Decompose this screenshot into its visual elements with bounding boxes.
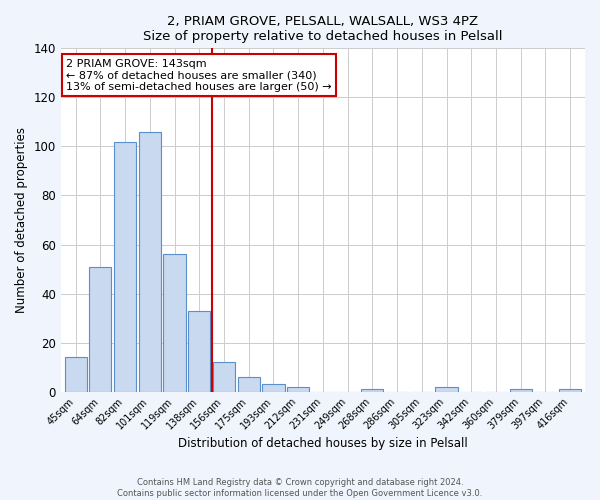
X-axis label: Distribution of detached houses by size in Pelsall: Distribution of detached houses by size …: [178, 437, 468, 450]
Bar: [436, 387, 458, 392]
Bar: [238, 377, 260, 392]
Bar: [559, 389, 581, 392]
Bar: [114, 142, 136, 392]
Bar: [262, 384, 284, 392]
Bar: [509, 389, 532, 392]
Bar: [188, 310, 211, 392]
Bar: [89, 266, 112, 392]
Bar: [287, 387, 309, 392]
Bar: [65, 358, 87, 392]
Bar: [139, 132, 161, 392]
Bar: [361, 389, 383, 392]
Bar: [163, 254, 185, 392]
Y-axis label: Number of detached properties: Number of detached properties: [15, 127, 28, 313]
Text: Contains HM Land Registry data © Crown copyright and database right 2024.
Contai: Contains HM Land Registry data © Crown c…: [118, 478, 482, 498]
Title: 2, PRIAM GROVE, PELSALL, WALSALL, WS3 4PZ
Size of property relative to detached : 2, PRIAM GROVE, PELSALL, WALSALL, WS3 4P…: [143, 15, 503, 43]
Bar: [213, 362, 235, 392]
Text: 2 PRIAM GROVE: 143sqm
← 87% of detached houses are smaller (340)
13% of semi-det: 2 PRIAM GROVE: 143sqm ← 87% of detached …: [66, 58, 332, 92]
